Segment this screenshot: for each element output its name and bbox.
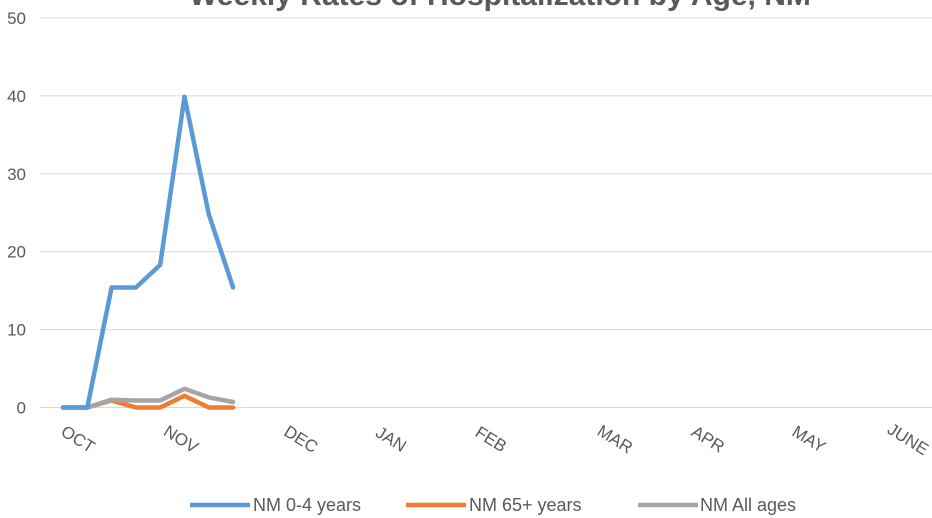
legend-label: NM 0-4 years: [253, 495, 361, 515]
series-line-2: [60, 386, 236, 410]
y-tick-label: 50: [7, 9, 26, 28]
x-axis-ticks: OCT NOV DEC JAN FEB MAR APR MAY JUNE: [58, 420, 932, 460]
x-tick-label: MAR: [594, 421, 636, 457]
y-tick-label: 20: [7, 243, 26, 262]
x-tick-label: OCT: [58, 422, 99, 457]
x-tick-label: DEC: [281, 422, 322, 457]
legend: NM 0-4 years NM 65+ years NM All ages: [190, 495, 796, 515]
series-lines: [60, 94, 236, 410]
x-tick-label: NOV: [160, 422, 202, 458]
x-tick-label: FEB: [472, 423, 510, 457]
x-tick-label: APR: [688, 422, 728, 457]
x-tick-label: JAN: [372, 423, 409, 456]
y-tick-label: 0: [17, 399, 26, 418]
x-tick-label: MAY: [789, 422, 829, 457]
y-axis-ticks: 0 10 20 30 40 50: [7, 9, 26, 418]
series-line-0: [60, 94, 236, 410]
y-tick-label: 10: [7, 321, 26, 340]
x-tick-label: JUNE: [884, 420, 932, 460]
chart-title: Weekly Rates of Hospitalization by Age, …: [189, 0, 811, 12]
legend-label: NM All ages: [700, 495, 796, 515]
y-tick-label: 40: [7, 87, 26, 106]
y-tick-label: 30: [7, 165, 26, 184]
legend-label: NM 65+ years: [469, 495, 582, 515]
gridlines: [40, 17, 932, 408]
